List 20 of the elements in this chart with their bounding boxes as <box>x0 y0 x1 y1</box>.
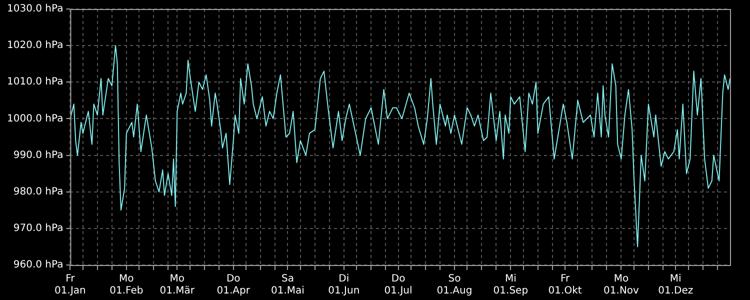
y-tick-label: 980.0 hPa <box>13 186 64 198</box>
x-tick-label: Mo 01.Nov <box>604 274 640 297</box>
y-tick-label: 970.0 hPa <box>13 223 64 234</box>
x-tick-label: Mo 01.Feb <box>110 274 144 297</box>
x-tick-label: Mo 01.Mär <box>160 274 196 297</box>
y-tick-label: 1020.0 hPa <box>6 40 64 52</box>
x-tick-label: Sa 01.Mai <box>271 274 304 297</box>
x-tick-label: So 01.Aug <box>436 274 472 297</box>
y-tick-label: 1000.0 hPa <box>6 113 64 124</box>
y-tick-label: 990.0 hPa <box>13 150 64 161</box>
x-tick-label: Do 01.Apr <box>216 274 251 297</box>
x-tick-label: Fr 01.Jan <box>54 274 86 297</box>
x-tick-label: Fr 01.Okt <box>548 274 582 297</box>
y-tick-label: 1010.0 hPa <box>6 76 64 88</box>
x-tick-label: Do 01.Jul <box>384 274 412 297</box>
x-tick-label: Di 01.Jun <box>328 274 360 297</box>
x-tick-label: Mi 01.Sep <box>493 274 528 297</box>
y-tick-label: 1030.0 hPa <box>6 4 64 15</box>
y-tick-label: 960.0 hPa <box>13 260 64 271</box>
x-tick-label: Mi 01.Dez <box>658 274 694 297</box>
